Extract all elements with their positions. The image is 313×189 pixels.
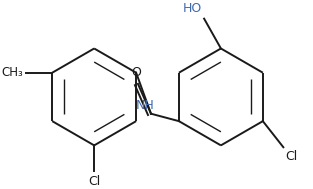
Text: O: O — [131, 66, 141, 79]
Text: NH: NH — [136, 99, 155, 112]
Text: CH₃: CH₃ — [2, 66, 23, 79]
Text: Cl: Cl — [88, 175, 100, 188]
Text: HO: HO — [183, 2, 202, 15]
Text: Cl: Cl — [285, 150, 297, 163]
